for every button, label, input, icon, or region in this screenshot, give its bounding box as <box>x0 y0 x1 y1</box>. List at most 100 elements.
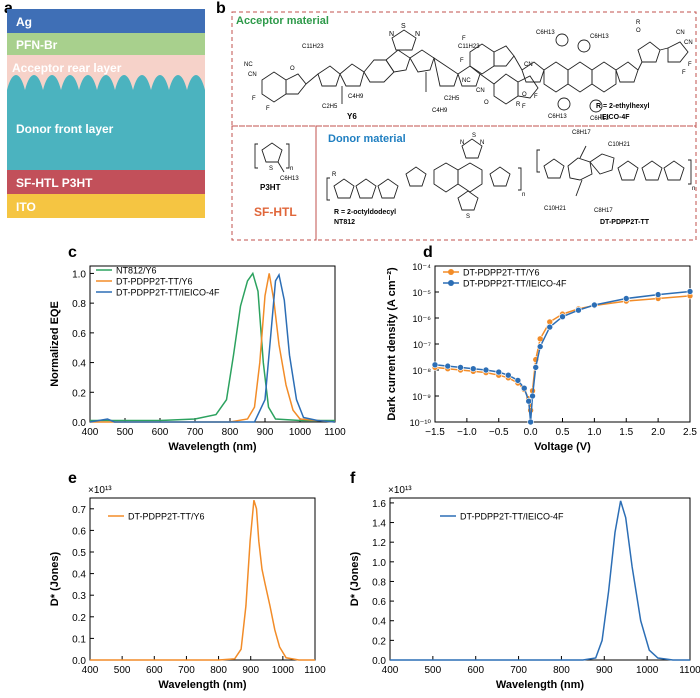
acceptor-box <box>231 11 697 127</box>
layer-ag-label: Ag <box>16 15 32 29</box>
x-tick-label: 0.0 <box>524 427 538 438</box>
y-tick-label: 0.1 <box>72 634 86 645</box>
ieico-f1: F <box>462 36 466 42</box>
y6-label: Y6 <box>347 112 357 121</box>
data-point <box>457 364 464 371</box>
dtpdpp-c8h17-top: C8H17 <box>572 130 591 136</box>
data-point <box>532 364 540 371</box>
data-point <box>575 306 582 314</box>
y6-cn-right: CN <box>524 62 533 68</box>
ieico-cn-left: CN <box>476 88 485 94</box>
y-tick-label: 10⁻¹⁰ <box>410 418 432 428</box>
y6-c2h5-right: C2H5 <box>444 96 460 102</box>
dtpdpp-structure <box>536 145 692 197</box>
y6-c4h9-right: C4H9 <box>432 108 448 114</box>
y6-structure <box>261 29 539 105</box>
y-axis-label: Normalized EQE <box>49 301 61 387</box>
dtpdpp-n: n <box>692 186 695 192</box>
panel-letter-d: d <box>423 244 433 261</box>
y6-cn-left: CN <box>248 72 257 78</box>
layer-sfhtl-label: SF-HTL P3HT <box>16 176 93 190</box>
nt812-s2: S <box>466 214 470 220</box>
p3ht-c6h13: C6H13 <box>280 176 299 182</box>
nt812-r: R <box>332 172 337 178</box>
layer-acceptor-label: Acceptor rear layer <box>12 61 122 75</box>
ieico-f2: F <box>460 58 464 64</box>
x-axis-label: Wavelength (nm) <box>496 679 585 691</box>
ieico-structure <box>469 33 689 113</box>
ieico-r-bottom: R <box>516 102 521 108</box>
y6-n2-label: N <box>415 31 420 38</box>
y-tick-label: 0.2 <box>372 636 386 647</box>
y-axis-label: Dark current density (A cm⁻²) <box>386 267 398 421</box>
ieico-f3: F <box>682 70 686 76</box>
dtpdpp-c10h21-bottom: C10H21 <box>544 206 567 212</box>
y6-f3: F <box>522 104 526 110</box>
y-tick-label: 0.4 <box>72 570 86 581</box>
legend-marker <box>448 269 454 275</box>
layer-pfnbr-label: PFN-Br <box>16 38 58 52</box>
x-tick-label: 1.5 <box>619 427 633 438</box>
panel-letter-a: a <box>4 0 13 17</box>
y-tick-label: 0.6 <box>72 329 86 340</box>
y6-f4: F <box>534 94 538 100</box>
data-point <box>654 291 662 298</box>
ieico-r-definition: R = 2-ethylhexyl <box>596 103 650 110</box>
data-point <box>546 323 554 331</box>
x-tick-label: 2.0 <box>651 427 665 438</box>
y-tick-label: 0.4 <box>372 617 386 628</box>
y-axis-label: D* (Jones) <box>49 551 61 606</box>
y-tick-label: 0.5 <box>72 548 86 559</box>
x-tick-label: 500 <box>117 427 134 438</box>
legend-label: DT-PDPP2T-TT/Y6 <box>116 277 193 287</box>
x-tick-label: 600 <box>152 427 169 438</box>
plot-frame <box>434 265 691 423</box>
ieico-label: IEICO-4F <box>600 114 630 121</box>
p3ht-n: n <box>290 166 293 172</box>
y-tick-label: 0.6 <box>72 526 86 537</box>
layer-donor-base <box>7 165 205 170</box>
y6-c11h23-left: C11H23 <box>302 44 324 50</box>
y6-f1: F <box>252 96 256 102</box>
nt812-n: n <box>522 192 525 198</box>
x-axis-label: Voltage (V) <box>534 441 591 453</box>
panel-letter-f: f <box>350 470 356 487</box>
p3ht-label: P3HT <box>260 183 281 192</box>
x-tick-label: 1000 <box>289 427 312 438</box>
y-tick-label: 10⁻⁹ <box>412 392 431 402</box>
panel-letter-b: b <box>216 0 226 17</box>
data-point <box>529 392 536 400</box>
donor-title: Donor material <box>328 133 406 145</box>
materials-diagram: Acceptor material Donor material S N N C… <box>231 11 697 241</box>
ieico-nc: NC <box>462 78 471 84</box>
sf-htl-label: SF-HTL <box>254 205 297 219</box>
y-tick-label: 10⁻⁸ <box>412 366 431 376</box>
data-point <box>622 295 630 302</box>
y-tick-label: 10⁻⁶ <box>413 314 432 324</box>
p3ht-s: S <box>269 166 273 172</box>
layer-ito <box>7 194 205 218</box>
x-tick-label: 1.0 <box>587 427 601 438</box>
data-point <box>431 361 439 369</box>
y6-o-right: O <box>484 100 489 106</box>
ieico-r-top: R <box>636 20 641 26</box>
data-point <box>495 368 503 376</box>
data-point <box>482 366 490 374</box>
x-tick-label: 800 <box>553 665 570 676</box>
x-tick-label: 500 <box>114 665 131 676</box>
x-axis-label: Wavelength (nm) <box>168 441 257 453</box>
x-tick-label: 400 <box>82 427 99 438</box>
ieico-o-top: O <box>636 28 641 34</box>
x-tick-label: −1.5 <box>425 427 445 438</box>
panel-letter-e: e <box>68 470 77 487</box>
data-point <box>525 397 533 405</box>
y6-s-label: S <box>401 23 406 30</box>
y-tick-label: 0.8 <box>72 299 86 310</box>
x-tick-label: 800 <box>222 427 239 438</box>
y-tick-label: 10⁻⁷ <box>413 340 431 350</box>
ieico-cn-right2: CN <box>684 40 693 46</box>
y-tick-label: 0.0 <box>372 656 386 667</box>
ieico-c6h13-3: C6H13 <box>548 114 567 120</box>
x-tick-label: 2.5 <box>683 427 697 438</box>
y6-f2: F <box>266 106 270 112</box>
